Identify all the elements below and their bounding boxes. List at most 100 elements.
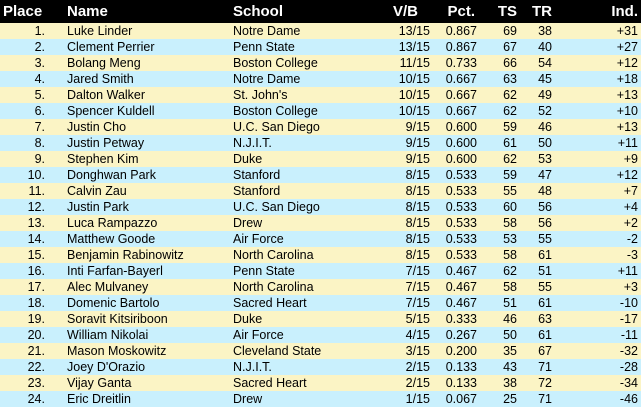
cell-ts: 62	[503, 88, 517, 102]
cell-place: 22.	[27, 360, 45, 374]
cell-name: Domenic Bartolo	[67, 296, 160, 310]
cell-pct: 0.467	[445, 264, 477, 278]
cell-name: Bolang Meng	[67, 56, 141, 70]
cell-ts: 51	[503, 296, 517, 310]
cell-ind: +7	[623, 184, 638, 198]
cell-name: Spencer Kuldell	[67, 104, 155, 118]
table-body: 1. Luke Linder Notre Dame 13/15 0.867 69 38 +31…	[0, 23, 641, 407]
cell-school: North Carolina	[233, 280, 314, 294]
column-header-tr: TR	[517, 0, 552, 23]
cell-tr: 67	[538, 344, 552, 358]
cell-ind: +3	[623, 280, 638, 294]
table-row: 7. Justin Cho U.C. San Diego 9/15 0.600 59 46 +…	[0, 119, 641, 135]
cell-tr: 61	[538, 248, 552, 262]
cell-name: Joey D'Orazio	[67, 360, 146, 374]
cell-ts: 25	[503, 392, 517, 406]
cell-tr: 61	[538, 296, 552, 310]
table-row: 10. Donghwan Park Stanford 8/15 0.533 59 47 +12	[0, 167, 641, 183]
cell-pct: 0.667	[445, 72, 477, 86]
cell-pct: 0.600	[445, 120, 477, 134]
cell-name: Stephen Kim	[67, 152, 139, 166]
cell-school: Stanford	[233, 184, 281, 198]
cell-name: Calvin Zau	[67, 184, 127, 198]
cell-pct: 0.467	[445, 296, 477, 310]
cell-place: 18.	[27, 296, 45, 310]
table-row: 23. Vijay Ganta Sacred Heart 2/15 0.133 38 72 -…	[0, 375, 641, 391]
cell-school: U.C. San Diego	[233, 200, 320, 214]
cell-place: 6.	[34, 104, 45, 118]
cell-ts: 35	[503, 344, 517, 358]
cell-pct: 0.867	[445, 40, 477, 54]
cell-ts: 62	[503, 152, 517, 166]
cell-ts: 59	[503, 120, 517, 134]
cell-school: Duke	[233, 152, 263, 166]
cell-ts: 61	[503, 136, 517, 150]
cell-place: 9.	[34, 152, 45, 166]
cell-ind: -46	[619, 392, 638, 406]
cell-school: Drew	[233, 216, 263, 230]
cell-ts: 59	[503, 168, 517, 182]
cell-ts: 67	[503, 40, 517, 54]
cell-ts: 38	[503, 376, 517, 390]
cell-name: Luke Linder	[67, 24, 133, 38]
cell-tr: 48	[538, 184, 552, 198]
cell-tr: 72	[538, 376, 552, 390]
cell-place: 3.	[34, 56, 45, 70]
cell-pct: 0.533	[445, 168, 477, 182]
cell-vb: 5/15	[405, 312, 430, 326]
cell-ind: +9	[623, 152, 638, 166]
table-row: 17. Alec Mulvaney North Carolina 7/15 0.467 5…	[0, 279, 641, 295]
cell-ts: 50	[503, 328, 517, 342]
cell-vb: 1/15	[405, 392, 430, 406]
cell-vb: 2/15	[405, 376, 430, 390]
cell-ts: 60	[503, 200, 517, 214]
table-row: 8. Justin Petway N.J.I.T. 9/15 0.600 61 50 +11	[0, 135, 641, 151]
column-header-pct: Pct.	[431, 0, 477, 23]
cell-school: Sacred Heart	[233, 376, 307, 390]
cell-ind: -34	[619, 376, 638, 390]
cell-name: William Nikolai	[67, 328, 149, 342]
table-row: 3. Bolang Meng Boston College 11/15 0.733 66 5…	[0, 55, 641, 71]
cell-vb: 8/15	[405, 168, 430, 182]
cell-ind: -2	[626, 232, 638, 246]
cell-school: Cleveland State	[233, 344, 322, 358]
cell-pct: 0.467	[445, 280, 477, 294]
cell-vb: 13/15	[398, 24, 430, 38]
table-row: 11. Calvin Zau Stanford 8/15 0.533 55 48 +7	[0, 183, 641, 199]
cell-pct: 0.133	[445, 376, 477, 390]
cell-ind: +12	[616, 168, 638, 182]
cell-tr: 61	[538, 328, 552, 342]
cell-ts: 62	[503, 104, 517, 118]
cell-ts: 46	[503, 312, 517, 326]
cell-ts: 58	[503, 280, 517, 294]
table-row: 18. Domenic Bartolo Sacred Heart 7/15 0.467 5…	[0, 295, 641, 311]
cell-vb: 10/15	[398, 88, 430, 102]
cell-tr: 71	[538, 360, 552, 374]
cell-ind: -17	[619, 312, 638, 326]
cell-ind: +31	[616, 24, 638, 38]
cell-place: 20.	[27, 328, 45, 342]
column-header-school: School	[214, 0, 380, 23]
cell-school: Air Force	[233, 232, 284, 246]
cell-name: Inti Farfan-Bayerl	[67, 264, 163, 278]
cell-pct: 0.533	[445, 184, 477, 198]
cell-school: Drew	[233, 392, 263, 406]
table-row: 22. Joey D'Orazio N.J.I.T. 2/15 0.133 43 71 -28	[0, 359, 641, 375]
cell-name: Soravit Kitsiriboon	[67, 312, 168, 326]
table-header: Place Name School V/B Pct. TS TR Ind.	[0, 0, 641, 23]
cell-pct: 0.667	[445, 104, 477, 118]
cell-pct: 0.333	[445, 312, 477, 326]
table-row: 9. Stephen Kim Duke 9/15 0.600 62 53 +9	[0, 151, 641, 167]
cell-vb: 7/15	[405, 280, 430, 294]
cell-vb: 8/15	[405, 200, 430, 214]
table-row: 5. Dalton Walker St. John's 10/15 0.667 62 49 +…	[0, 87, 641, 103]
cell-vb: 10/15	[398, 104, 430, 118]
cell-school: Sacred Heart	[233, 296, 307, 310]
cell-vb: 8/15	[405, 248, 430, 262]
cell-school: U.C. San Diego	[233, 120, 320, 134]
cell-place: 24.	[27, 392, 45, 406]
cell-tr: 46	[538, 120, 552, 134]
cell-ind: +11	[617, 136, 638, 150]
column-header-name: Name	[48, 0, 214, 23]
